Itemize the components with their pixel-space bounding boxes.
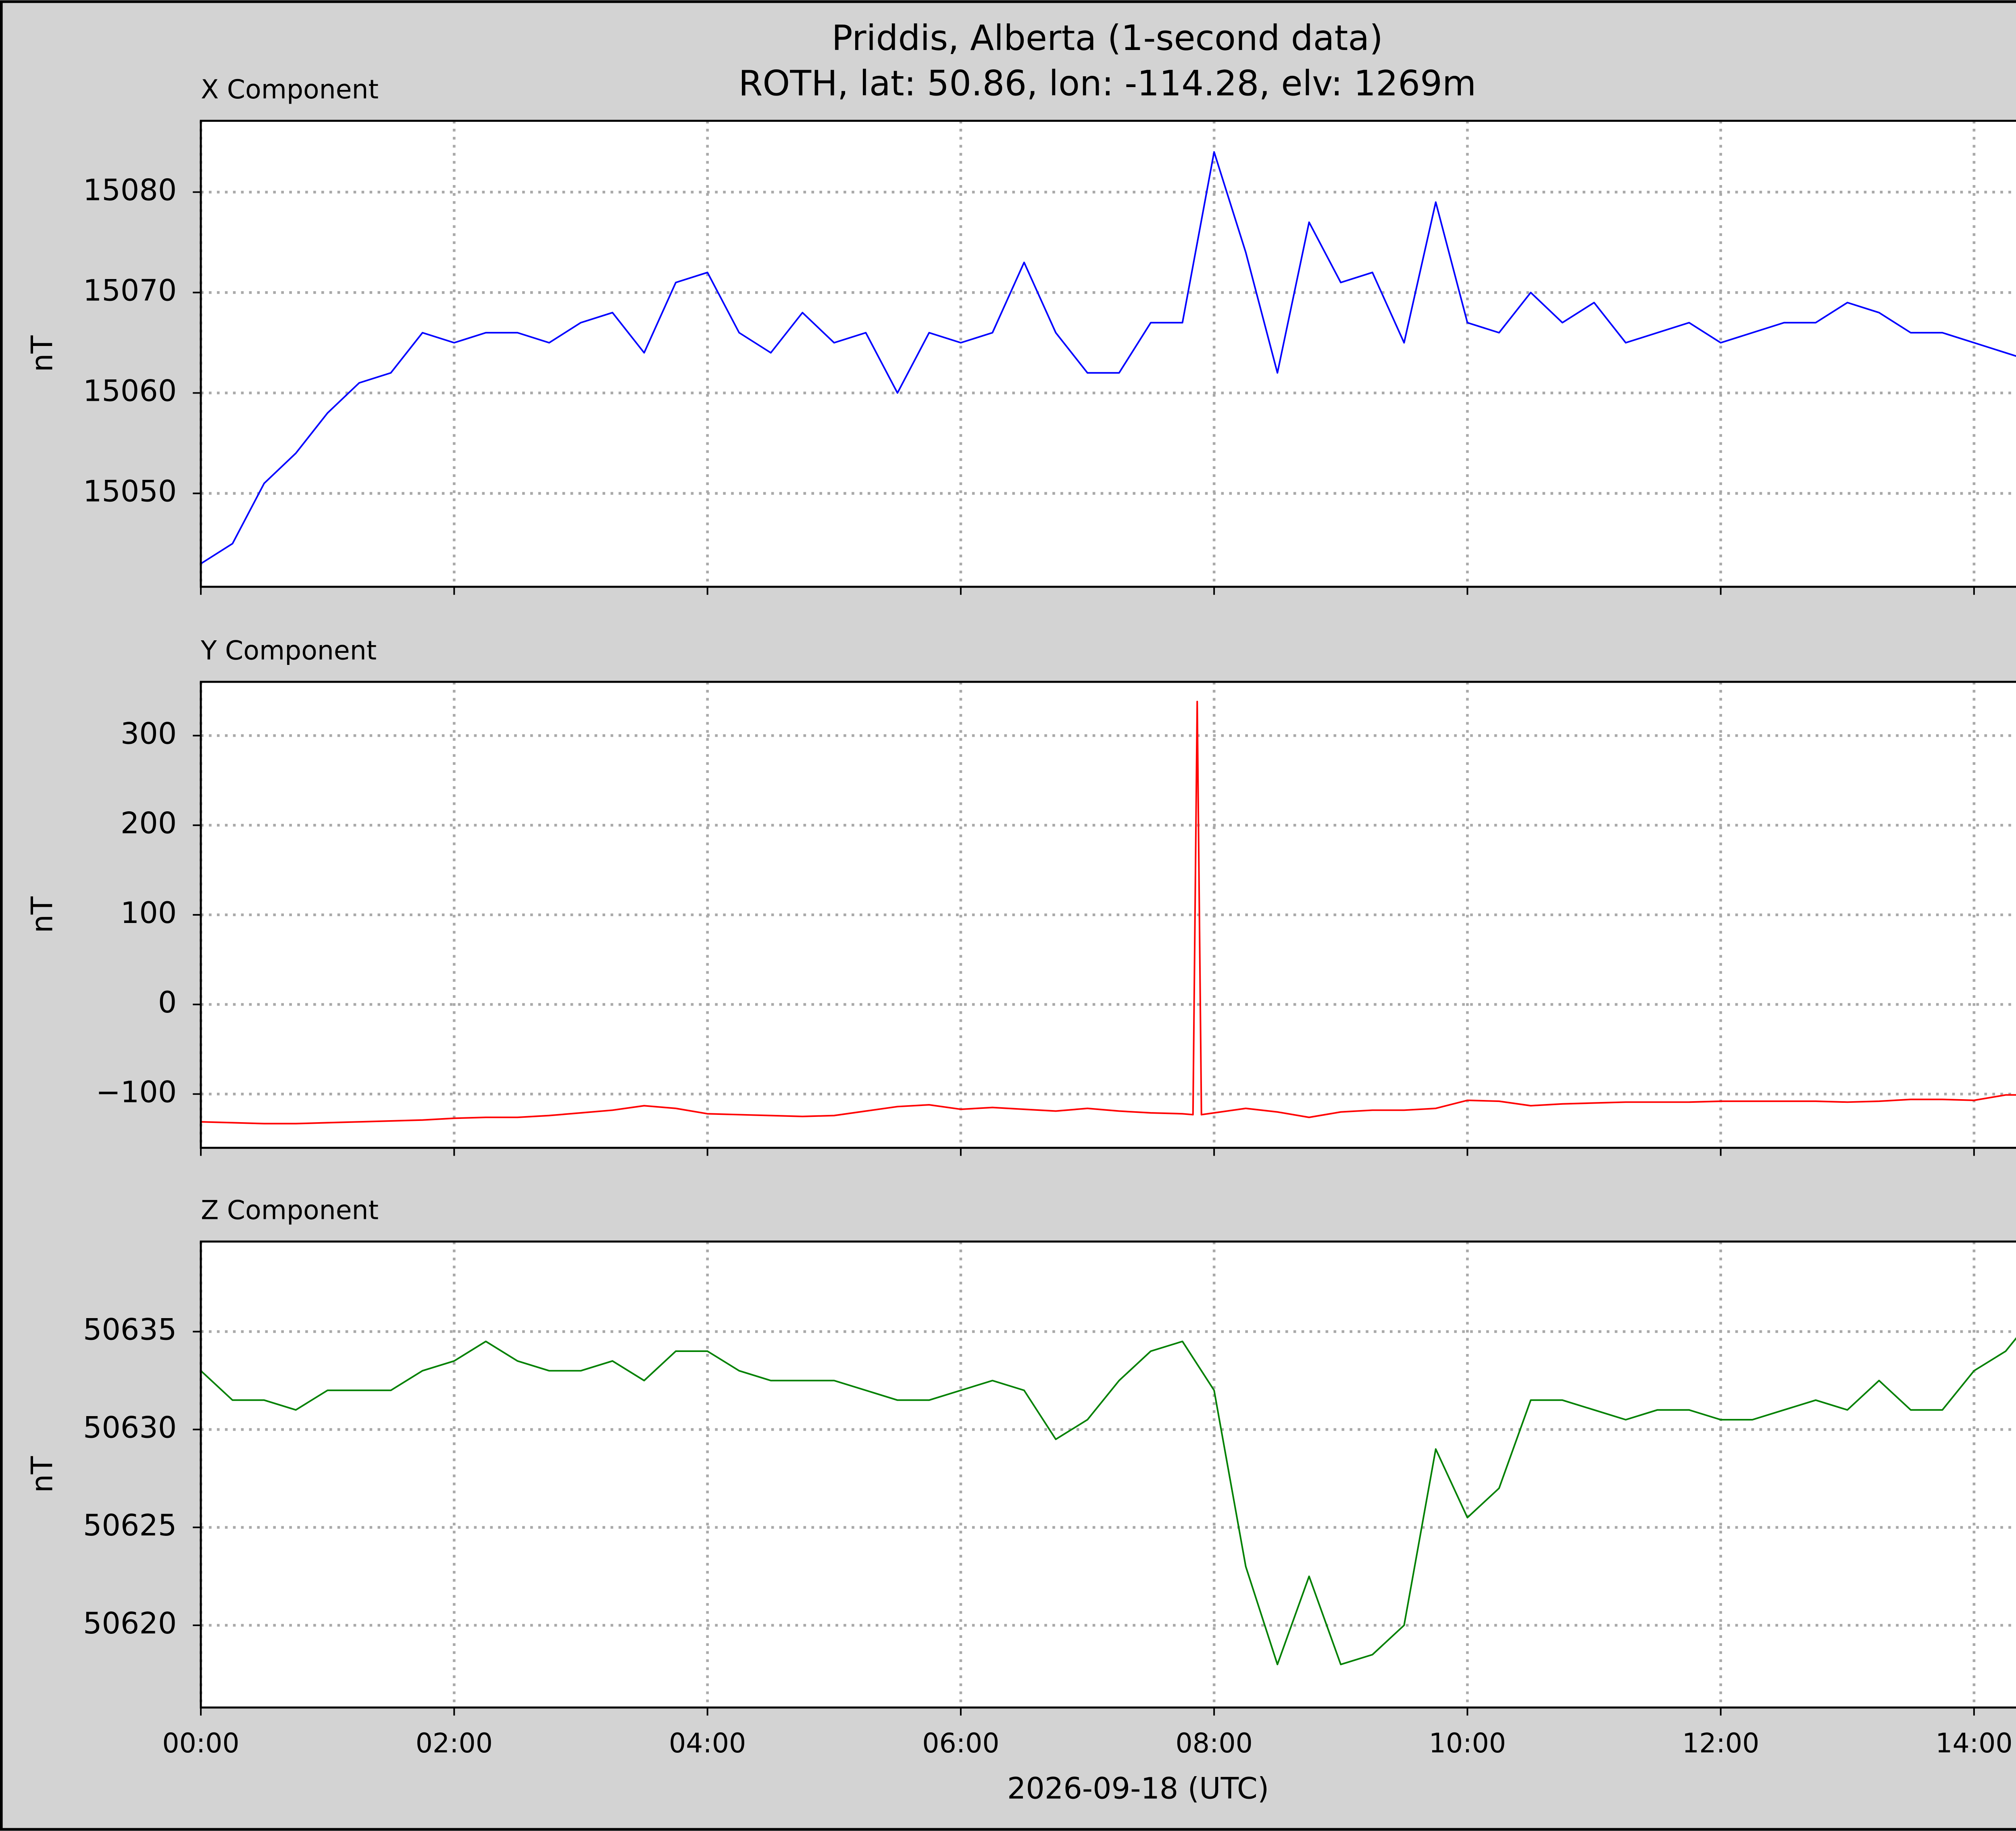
plot-frame [200,120,2016,588]
data-line [201,1337,2016,1665]
y-tick-label: 200 [121,806,177,841]
y-tick-label: 15060 [83,374,177,408]
y-tick-label: 100 [121,896,177,930]
x-tick-label: 00:00 [162,1727,239,1759]
plot-frame [200,681,2016,1149]
y-tick-label: 50635 [83,1312,177,1347]
y-tick-label: 15050 [83,475,177,509]
x-axis-label: 2026-09-18 (UTC) [1007,1772,1269,1806]
x-tick-label: 10:00 [1429,1727,1506,1759]
x-tick-label: 08:00 [1175,1727,1252,1759]
y-tick-label: −100 [96,1075,177,1109]
panel-title: Y Component [200,636,377,666]
panel-title: Z Component [201,1196,379,1226]
y-tick-label: 50630 [83,1410,177,1445]
x-tick-label: 12:00 [1682,1727,1759,1759]
y-tick-label: 15070 [83,274,177,308]
x-tick-label: 02:00 [416,1727,493,1759]
y-tick-label: 300 [121,717,177,751]
data-line [201,700,2016,1125]
panel-title: X Component [201,75,379,105]
plot-frame [200,1240,2016,1709]
data-line [201,151,2016,565]
plot-area [201,121,2016,587]
x-tick-label: 14:00 [1935,1727,2012,1759]
x-tick-label: 06:00 [922,1727,999,1759]
y-tick-label: 15080 [83,173,177,207]
y-axis-label: nT [25,896,60,933]
y-tick-label: 0 [158,985,177,1020]
y-tick-label: 50625 [83,1508,177,1543]
figure-title: Priddis, Alberta (1-second data) [832,18,1383,58]
plot-area [201,1241,2016,1708]
x-tick-label: 04:00 [669,1727,746,1759]
figure-subtitle: ROTH, lat: 50.86, lon: -114.28, elv: 126… [738,64,1476,104]
y-axis-label: nT [25,335,60,372]
y-axis-label: nT [25,1456,60,1493]
y-tick-label: 50620 [83,1606,177,1641]
